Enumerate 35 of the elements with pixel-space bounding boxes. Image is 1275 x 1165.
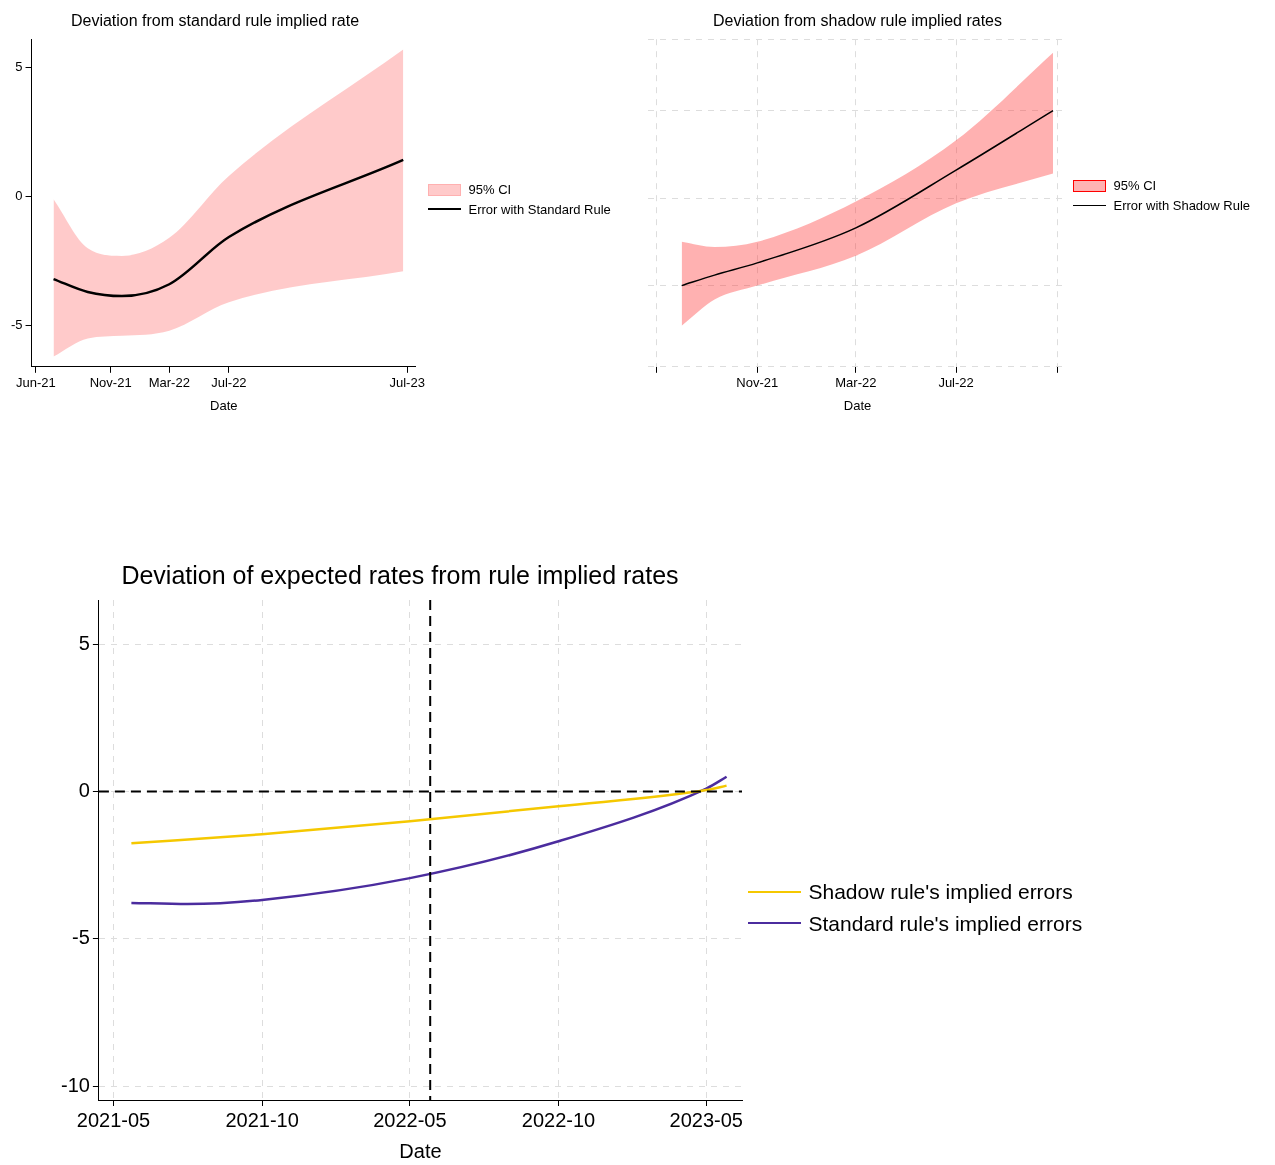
text: 95% CI xyxy=(1113,177,1157,195)
x-axis-title: Date xyxy=(843,397,872,413)
x-tick-label: Mar-22 xyxy=(835,375,877,391)
line-series xyxy=(130,775,728,906)
x-tick-label: Jun-21 xyxy=(16,375,56,391)
x-tick-label: 2021-10 xyxy=(225,1108,299,1131)
chart-title: Deviation of expected rates from rule implied rates xyxy=(121,560,679,589)
line-series xyxy=(52,158,405,298)
x-axis-title: Date xyxy=(399,1139,442,1162)
x-tick-label: 2021-05 xyxy=(76,1108,151,1131)
line-series xyxy=(130,784,728,845)
legend-label: Error with Shadow Rule xyxy=(1113,196,1251,215)
x-tick-label: Mar-22 xyxy=(148,375,190,391)
text: 95% CI xyxy=(468,181,512,199)
y-tick-label: 5 xyxy=(78,631,90,654)
legend-label: Error with Standard Rule xyxy=(468,200,611,219)
x-tick-label: Jul-23 xyxy=(389,375,425,391)
x-tick-label: Jul-22 xyxy=(211,375,247,391)
x-axis-title: Date xyxy=(210,397,238,413)
x-tick-label: Jul-22 xyxy=(938,375,974,391)
y-tick-label: -5 xyxy=(11,317,23,333)
chart-title: Deviation from shadow rule implied rates xyxy=(712,12,1003,30)
legend-label: Standard rule's implied errors xyxy=(808,910,1083,937)
x-tick-label: 2022-10 xyxy=(521,1108,596,1131)
y-tick-label: -5 xyxy=(72,926,90,949)
y-tick-label: 5 xyxy=(15,59,23,75)
x-tick-label: 2023-05 xyxy=(669,1108,743,1131)
y-tick-label: 0 xyxy=(78,779,90,802)
x-tick-label: Nov-21 xyxy=(736,375,779,391)
legend-label: Shadow rule's implied errors xyxy=(808,879,1073,905)
x-tick-label: Nov-21 xyxy=(89,375,132,391)
y-tick-label: -10 xyxy=(61,1073,90,1096)
y-tick-label: 0 xyxy=(15,188,23,204)
x-tick-label: 2022-05 xyxy=(373,1108,447,1131)
chart-title: Deviation from standard rule implied rate xyxy=(70,12,360,30)
